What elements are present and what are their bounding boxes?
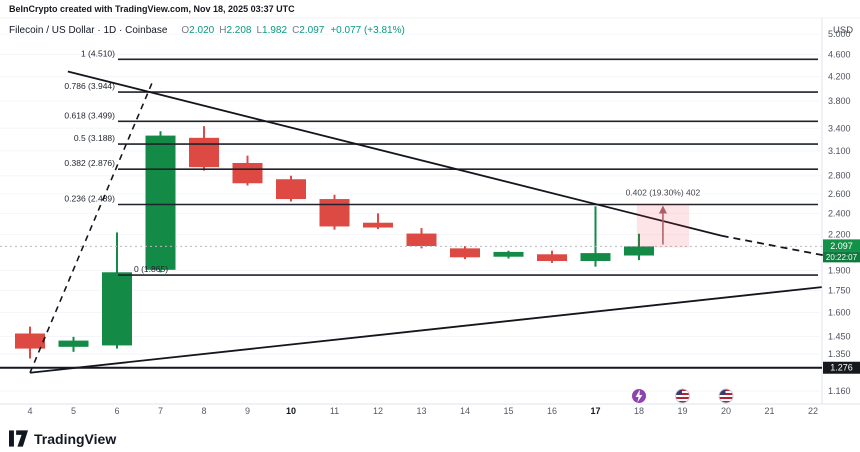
candles[interactable] bbox=[15, 126, 654, 359]
time-tick: 12 bbox=[373, 406, 383, 416]
time-tick: 16 bbox=[547, 406, 557, 416]
candle[interactable] bbox=[406, 228, 437, 249]
candle[interactable] bbox=[276, 175, 306, 202]
close-label: C bbox=[292, 25, 300, 36]
fib-level-label: 0.382 (2.876) bbox=[64, 158, 115, 168]
symbol-title[interactable]: Filecoin / US Dollar · 1D · Coinbase bbox=[9, 25, 168, 36]
price-tick: 3.400 bbox=[828, 123, 851, 133]
time-tick: 4 bbox=[27, 406, 32, 416]
time-tick: 10 bbox=[286, 406, 296, 416]
candle[interactable] bbox=[580, 206, 611, 267]
fib-base-trendline[interactable] bbox=[29, 83, 153, 374]
candle[interactable] bbox=[450, 246, 480, 260]
fib-level-label: 1 (4.510) bbox=[81, 48, 115, 58]
time-tick: 18 bbox=[634, 406, 644, 416]
lightning-icon bbox=[635, 389, 643, 403]
price-tick: 4.600 bbox=[828, 49, 851, 59]
fib-level-label: 0.5 (3.188) bbox=[74, 133, 115, 143]
attribution-text: BeInCrypto created with TradingView.com,… bbox=[9, 4, 295, 14]
open-label: O bbox=[181, 25, 190, 36]
time-tick: 7 bbox=[158, 406, 163, 416]
close-value: 2.097 bbox=[299, 25, 325, 36]
price-tick: 1.350 bbox=[828, 349, 851, 359]
level-badge-value: 1.276 bbox=[830, 363, 853, 373]
us-flag-icon[interactable] bbox=[675, 389, 690, 403]
time-tick: 13 bbox=[416, 406, 426, 416]
time-tick: 17 bbox=[590, 406, 600, 416]
time-tick: 19 bbox=[677, 406, 687, 416]
candle[interactable] bbox=[363, 213, 393, 230]
currency-label: USD bbox=[833, 25, 854, 36]
price-tick: 1.600 bbox=[828, 307, 851, 317]
time-tick: 15 bbox=[503, 406, 513, 416]
level-price-badge: 1.276 bbox=[823, 361, 860, 374]
time-tick: 5 bbox=[71, 406, 76, 416]
current-price-value: 2.097 bbox=[830, 241, 853, 251]
price-tick: 1.900 bbox=[828, 265, 851, 275]
fib-retracement[interactable]: 1 (4.510) 0.786 (3.944) 0.618 (3.499) 0.5 (… bbox=[29, 48, 818, 374]
candle[interactable] bbox=[624, 233, 654, 261]
candle[interactable] bbox=[232, 155, 263, 186]
change-value: +0.077 (+3.81%) bbox=[330, 25, 405, 36]
time-tick: 20 bbox=[721, 406, 731, 416]
price-tick: 2.400 bbox=[828, 208, 851, 218]
time-tick: 11 bbox=[330, 406, 339, 416]
tradingview-logo-icon bbox=[9, 430, 28, 447]
candle[interactable] bbox=[189, 126, 219, 171]
descending-resistance[interactable] bbox=[67, 70, 857, 263]
candle[interactable] bbox=[58, 336, 89, 352]
fib-level-label: 0 (1.865) bbox=[134, 264, 168, 274]
candle[interactable] bbox=[493, 250, 524, 259]
price-tick: 4.200 bbox=[828, 72, 851, 82]
candle[interactable] bbox=[537, 250, 567, 263]
price-tick: 1.450 bbox=[828, 332, 851, 342]
price-tick: 5.000 bbox=[828, 29, 851, 39]
time-tick: 21 bbox=[764, 406, 774, 416]
us-flag-icon[interactable] bbox=[719, 389, 733, 403]
fib-level-label: 0.618 (3.499) bbox=[64, 110, 115, 120]
price-axis[interactable]: 5.000 4.600 4.200 3.800 3.400 3.100 2.800 2.600… bbox=[828, 29, 851, 396]
crypto-event-icon[interactable] bbox=[632, 389, 646, 403]
low-label: L bbox=[256, 25, 263, 36]
time-tick: 6 bbox=[114, 406, 119, 416]
symbol-header: Filecoin / US Dollar · 1D · Coinbase O2.0… bbox=[9, 25, 405, 36]
price-countdown: 20:22:07 bbox=[826, 253, 858, 262]
price-tick: 3.100 bbox=[828, 146, 851, 156]
open-value: 2.020 bbox=[189, 25, 215, 36]
range-arrow-icon bbox=[658, 205, 667, 214]
time-axis[interactable]: 4 5 6 7 8 9 10 11 12 13 14 15 16 17 18 19 20 21 22 bbox=[27, 406, 818, 416]
candle[interactable] bbox=[15, 326, 45, 359]
price-tick: 2.800 bbox=[828, 171, 851, 181]
tradingview-logo-text: TradingView bbox=[34, 430, 117, 447]
fib-level-label: 0.236 (2.489) bbox=[64, 193, 115, 203]
price-tick: 3.800 bbox=[828, 96, 851, 106]
time-tick: 22 bbox=[808, 406, 818, 416]
fib-level-label: 0.786 (3.944) bbox=[64, 81, 115, 91]
tradingview-logo[interactable]: TradingView bbox=[9, 429, 116, 448]
time-tick: 8 bbox=[201, 406, 206, 416]
low-value: 1.982 bbox=[262, 25, 288, 36]
high-value: 2.208 bbox=[226, 25, 252, 36]
candle[interactable] bbox=[319, 194, 350, 230]
flag-border bbox=[675, 388, 690, 404]
current-price-badge: 2.097 20:22:07 bbox=[823, 239, 860, 263]
range-tool-label: 0.402 (19.30%) 402 bbox=[626, 187, 701, 197]
price-tick: 1.160 bbox=[828, 386, 851, 396]
price-tick: 2.600 bbox=[828, 189, 851, 199]
flag-border bbox=[718, 388, 734, 404]
price-tick: 2.200 bbox=[828, 230, 851, 240]
price-tick: 1.750 bbox=[828, 286, 851, 296]
ascending-support[interactable] bbox=[29, 286, 822, 374]
candle[interactable] bbox=[145, 131, 176, 273]
price-range-tool[interactable]: 0.402 (19.30%) 402 bbox=[626, 187, 701, 248]
high-label: H bbox=[219, 25, 227, 36]
time-tick: 9 bbox=[245, 406, 250, 416]
candle[interactable] bbox=[102, 232, 132, 349]
time-tick: 14 bbox=[460, 406, 470, 416]
